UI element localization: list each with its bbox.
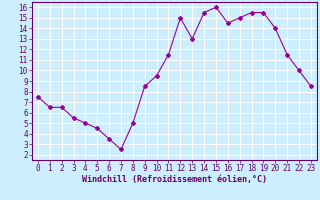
- X-axis label: Windchill (Refroidissement éolien,°C): Windchill (Refroidissement éolien,°C): [82, 175, 267, 184]
